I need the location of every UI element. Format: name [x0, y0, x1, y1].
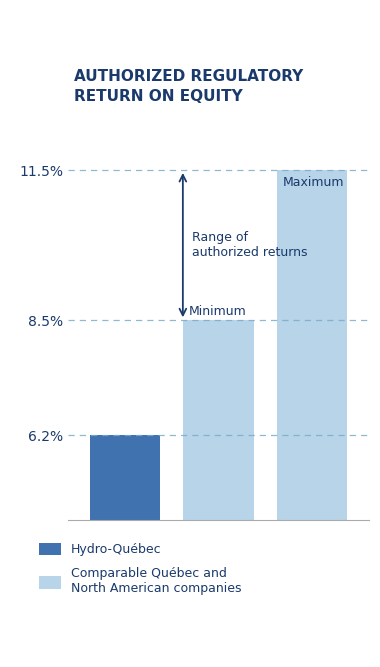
- Bar: [90, 436, 160, 520]
- Text: AUTHORIZED REGULATORY
RETURN ON EQUITY: AUTHORIZED REGULATORY RETURN ON EQUITY: [74, 69, 304, 104]
- Text: Range of
authorized returns: Range of authorized returns: [192, 231, 308, 259]
- Bar: [277, 170, 347, 520]
- Bar: [183, 320, 254, 520]
- Legend: Hydro-Québec, Comparable Québec and
North American companies: Hydro-Québec, Comparable Québec and Nort…: [39, 542, 242, 596]
- Text: Minimum: Minimum: [188, 305, 246, 317]
- Text: Maximum: Maximum: [282, 176, 344, 189]
